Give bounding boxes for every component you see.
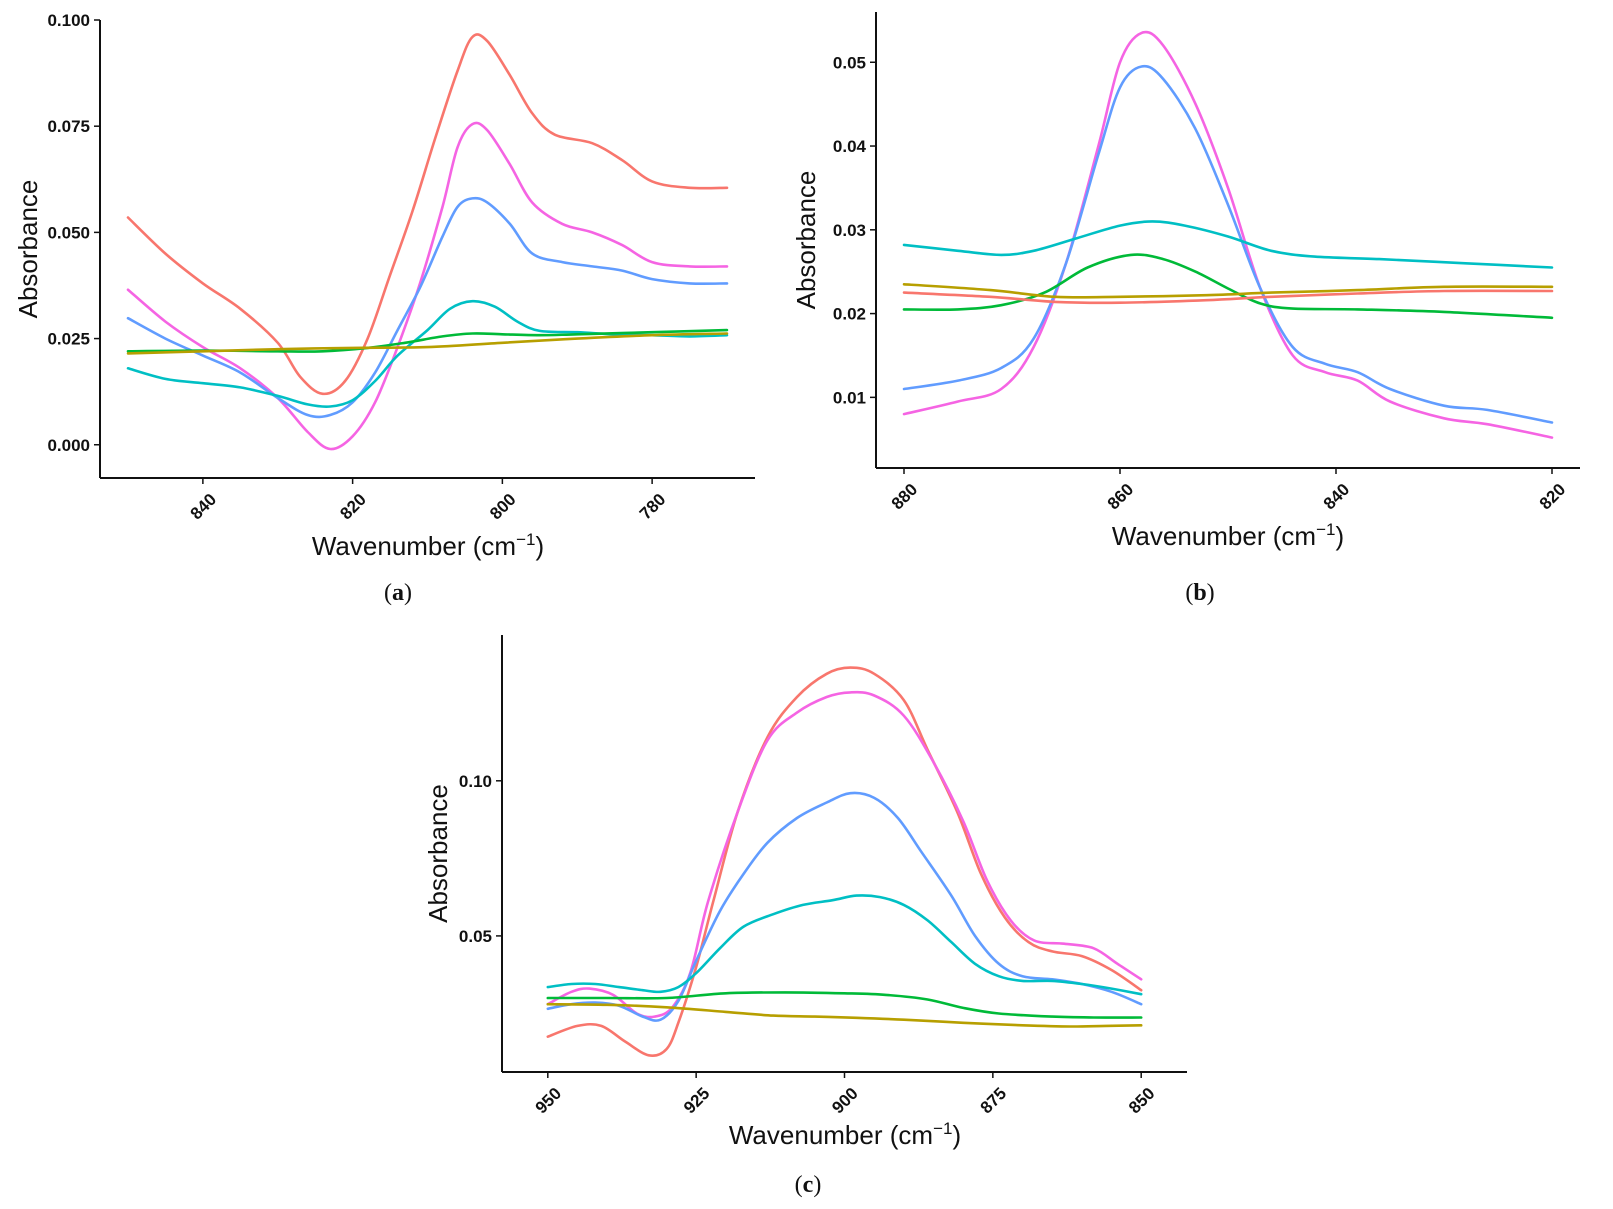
series-line-b-blue xyxy=(902,64,1554,424)
x-tick-label-a-0: 840 xyxy=(187,490,220,523)
x-axis-title-close-b: ) xyxy=(1335,521,1344,551)
series-line-a-green xyxy=(126,328,729,353)
x-axis-title-sup-b: −1 xyxy=(1316,520,1335,539)
series-line-b-olive xyxy=(902,283,1554,299)
y-tick-label-b-4: 0.05 xyxy=(833,53,866,72)
panel-caption-close-b: ) xyxy=(1207,580,1215,606)
series-line-b-magenta xyxy=(902,30,1554,439)
series-line-a-cyan xyxy=(126,299,729,409)
x-axis-title-sup-a: −1 xyxy=(516,530,535,549)
x-tick-label-b-0: 880 xyxy=(888,480,921,513)
series-line-c-green xyxy=(546,991,1143,1019)
x-tick-label-b-2: 840 xyxy=(1320,480,1353,513)
x-axis-title-c: Wavenumber (cm−1) xyxy=(729,1119,961,1150)
series-line-a-olive xyxy=(126,332,729,355)
x-tick-label-c-3: 875 xyxy=(977,1084,1010,1117)
x-axis-title-sup-c: −1 xyxy=(933,1119,952,1138)
y-tick-label-a-3: 0.075 xyxy=(47,117,90,136)
panel-caption-close-a: ) xyxy=(404,580,412,606)
y-tick-label-c-0: 0.05 xyxy=(459,927,492,946)
panel-caption-letter-b: b xyxy=(1193,580,1206,606)
y-axis-title-b: Absorbance xyxy=(791,171,821,310)
series-line-c-olive xyxy=(546,1002,1143,1028)
x-tick-label-c-4: 850 xyxy=(1125,1084,1158,1117)
x-axis-title-close-c: ) xyxy=(952,1120,961,1150)
series-line-b-cyan xyxy=(902,220,1554,269)
x-tick-label-b-3: 820 xyxy=(1536,480,1569,513)
x-axis-title-a: Wavenumber (cm−1) xyxy=(312,530,544,561)
y-tick-label-c-1: 0.10 xyxy=(459,772,492,791)
y-tick-label-a-2: 0.050 xyxy=(47,223,90,242)
x-tick-label-c-2: 900 xyxy=(828,1084,861,1117)
series-line-b-green xyxy=(902,253,1554,320)
panel-caption-open-a: ( xyxy=(384,580,392,606)
panel-caption-c: (c) xyxy=(795,1172,822,1198)
x-axis-title-text-a: Wavenumber (cm xyxy=(312,531,516,561)
y-tick-label-a-0: 0.000 xyxy=(47,436,90,455)
y-tick-label-a-1: 0.025 xyxy=(47,330,90,349)
x-tick-label-a-1: 820 xyxy=(336,490,369,523)
chart-panel-a: 0.000 0.025 0.050 0.075 0.100 840 820 800 780 Wav… xyxy=(13,11,755,606)
series-line-a-red xyxy=(126,33,729,396)
series-line-b-red xyxy=(902,289,1554,305)
y-tick-label-a-4: 0.100 xyxy=(47,11,90,30)
panel-caption-open-b: ( xyxy=(1185,580,1193,606)
y-axis-title-c: Absorbance xyxy=(423,784,453,923)
panel-caption-letter-c: c xyxy=(803,1172,814,1198)
x-axis-title-text-b: Wavenumber (cm xyxy=(1112,521,1316,551)
y-tick-label-b-0: 0.01 xyxy=(833,388,866,407)
x-tick-label-c-1: 925 xyxy=(680,1084,713,1117)
panel-caption-a: (a) xyxy=(384,580,412,606)
chart-panel-b: 0.01 0.02 0.03 0.04 0.05 880 860 840 820 Wavenumb… xyxy=(791,12,1580,606)
x-axis-title-text-c: Wavenumber (cm xyxy=(729,1120,933,1150)
chart-panel-c: 0.05 0.10 950 925 900 875 850 Wavenumber (cm−1)… xyxy=(423,635,1187,1198)
x-tick-label-b-1: 860 xyxy=(1104,480,1137,513)
series-line-c-red xyxy=(546,666,1143,1057)
x-tick-label-a-3: 780 xyxy=(636,490,669,523)
y-axis-title-a: Absorbance xyxy=(13,180,43,319)
series-line-c-cyan xyxy=(546,894,1143,996)
panel-caption-open-c: ( xyxy=(795,1172,803,1198)
x-tick-label-c-0: 950 xyxy=(532,1084,565,1117)
series-line-a-blue xyxy=(126,196,729,419)
x-axis-title-b: Wavenumber (cm−1) xyxy=(1112,520,1344,551)
y-tick-label-b-1: 0.02 xyxy=(833,305,866,324)
x-tick-label-a-2: 800 xyxy=(486,490,519,523)
panel-caption-b: (b) xyxy=(1185,580,1214,606)
panel-caption-close-c: ) xyxy=(813,1172,821,1198)
series-line-a-magenta xyxy=(126,121,729,451)
series-line-c-blue xyxy=(546,791,1143,1022)
x-axis-title-close-a: ) xyxy=(535,531,544,561)
y-tick-label-b-2: 0.03 xyxy=(833,221,866,240)
series-line-c-magenta xyxy=(546,690,1143,1019)
y-tick-label-b-3: 0.04 xyxy=(833,137,867,156)
panel-caption-letter-a: a xyxy=(392,580,404,606)
